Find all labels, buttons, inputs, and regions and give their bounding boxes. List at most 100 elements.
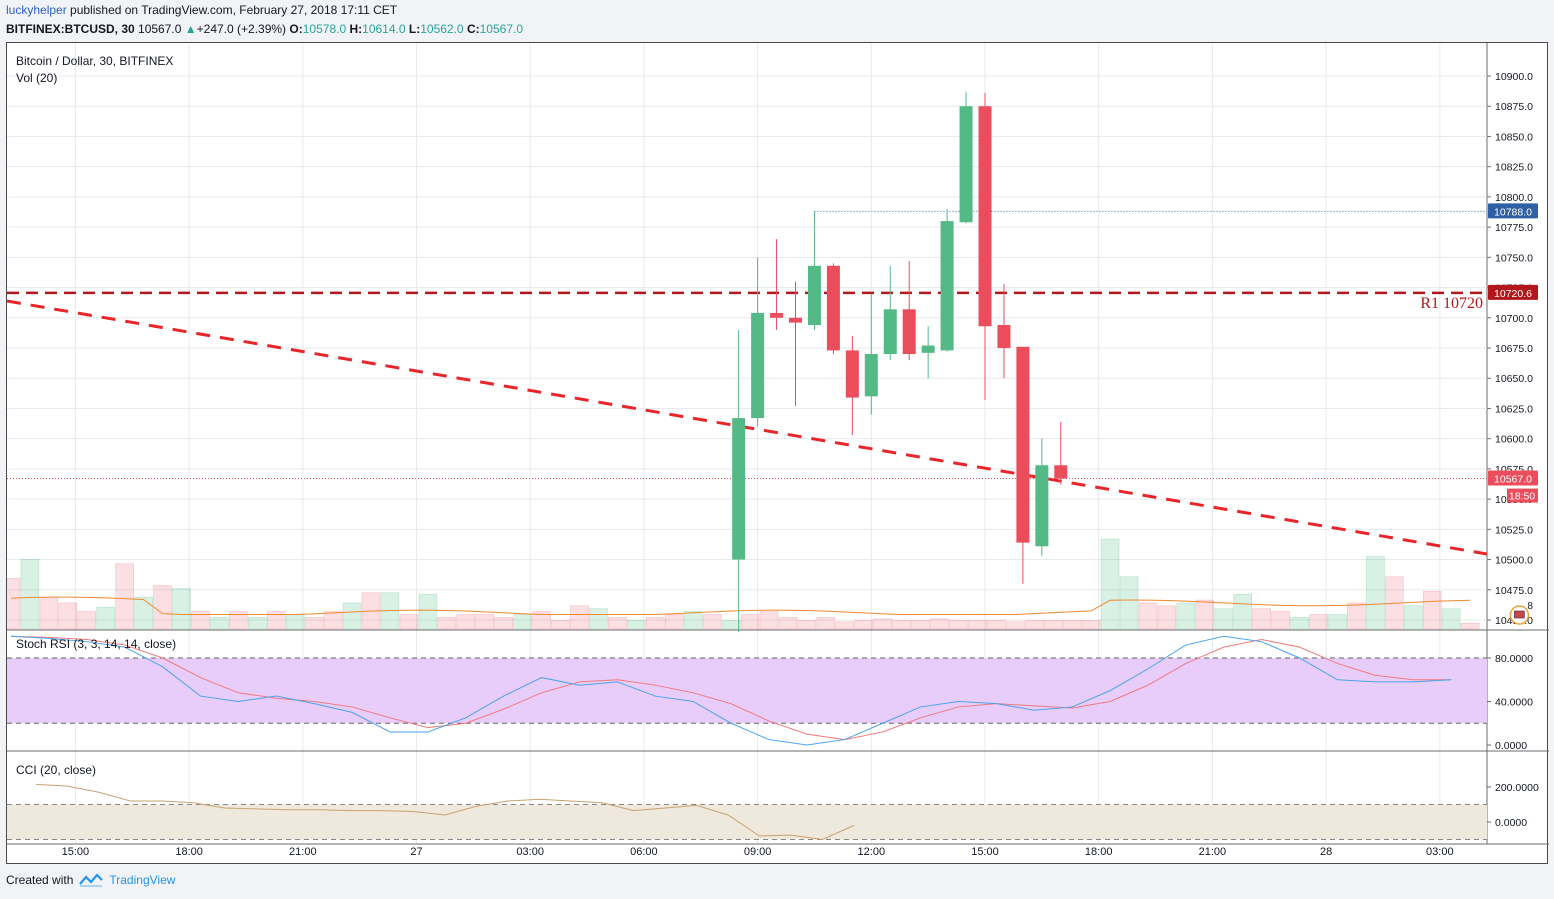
last-price-badge-bg	[1488, 470, 1538, 486]
candle-body	[845, 350, 859, 398]
x-tick-label: 15:00	[62, 846, 90, 858]
candle-body	[921, 345, 935, 353]
candle-body	[864, 354, 878, 397]
candle-body	[997, 325, 1011, 348]
volume-bar	[172, 588, 191, 630]
volume-bar	[304, 617, 324, 630]
volume-bar	[570, 605, 589, 630]
x-tick-label: 18:00	[175, 846, 203, 858]
volume-bar	[740, 614, 760, 630]
volume-bar	[1271, 611, 1290, 630]
symbol-name: BITFINEX:BTCUSD, 30	[6, 22, 135, 36]
y-tick-label: 10625.0	[1495, 403, 1533, 415]
high-value: 10614.0	[362, 22, 406, 36]
r1-price-badge: 10720.6	[1494, 288, 1532, 300]
publish-line: luckyhelper published on TradingView.com…	[6, 3, 397, 17]
volume-bar	[1460, 622, 1480, 630]
volume-bar	[1024, 619, 1044, 630]
close-value: 10567.0	[479, 22, 524, 36]
candle-body	[1035, 465, 1049, 547]
volume-bar	[1119, 576, 1139, 630]
volume-bar	[1290, 617, 1309, 630]
candle-body	[807, 265, 821, 326]
footer: Created with TradingView	[6, 873, 175, 887]
x-tick-label: 03:00	[1426, 846, 1454, 858]
countdown-badge-bg	[1507, 488, 1538, 503]
stoch-rsi-title: Stoch RSI (3, 3, 14, 14, close)	[16, 637, 176, 651]
candle-body	[959, 106, 973, 223]
volume-bar	[1328, 614, 1347, 630]
x-tick-label: 06:00	[630, 846, 658, 858]
author-link[interactable]: luckyhelper	[6, 3, 67, 17]
chart-area[interactable]: 15:00 18:00 21:00 27 03:00 06:00 09:00 12:00 15:…	[6, 42, 1549, 865]
y-tick-label: 10750.0	[1495, 252, 1533, 264]
volume-bar	[835, 621, 855, 630]
volume-bar	[1006, 621, 1025, 630]
volume-bar	[513, 614, 532, 630]
volume-bar	[1422, 590, 1442, 630]
candle-body	[826, 265, 840, 351]
y-tick-label: 10600.0	[1495, 434, 1533, 446]
x-tick-label: 21:00	[289, 846, 317, 858]
trend-line	[7, 299, 1488, 556]
volume-bar	[475, 614, 495, 630]
volume-bar	[589, 608, 608, 630]
candle-body	[751, 312, 765, 419]
y-tick-label: 10525.0	[1495, 524, 1533, 536]
volume-bar	[1043, 619, 1063, 630]
candle-body	[883, 309, 897, 355]
volume-bar	[323, 611, 343, 630]
volume-bar	[532, 611, 551, 630]
low-label: L:	[408, 22, 421, 36]
cci-band	[7, 804, 1487, 840]
last-price: 10567.0	[138, 22, 182, 36]
volume-bar	[210, 617, 229, 630]
y-tick-label: 10775.0	[1495, 222, 1533, 234]
tradingview-link[interactable]: TradingView	[109, 873, 176, 887]
stoch-rsi-band	[7, 658, 1487, 724]
cci-y-tick-label: 200.0000	[1495, 782, 1539, 794]
r1-label: R1 10720	[1420, 295, 1483, 312]
volume-bar	[854, 619, 874, 630]
volume-bar	[1214, 608, 1234, 630]
high-label: H:	[349, 22, 363, 36]
x-tick-label: 27	[410, 846, 422, 858]
created-with-text: Created with	[6, 873, 74, 887]
rsi-y-tick-label: 0.0000	[1495, 740, 1527, 752]
x-tick-label: 15:00	[971, 846, 999, 858]
x-tick-label: 09:00	[744, 846, 772, 858]
volume-bar	[134, 596, 153, 630]
candle-body	[1054, 465, 1068, 479]
volume-bar	[266, 611, 286, 630]
volume-bar	[1138, 602, 1158, 630]
x-tick-label: 28	[1320, 846, 1332, 858]
volume-bar	[248, 617, 267, 630]
x-tick-label: 18:00	[1085, 846, 1113, 858]
volume-bar	[1347, 602, 1366, 630]
y-tick-label: 10650.0	[1495, 373, 1533, 385]
volume-bar	[911, 619, 930, 630]
volume-bar	[1081, 619, 1101, 630]
volume-bar	[58, 602, 78, 630]
candle-body	[940, 221, 954, 351]
y-tick-label: 10500.0	[1495, 555, 1533, 567]
volume-bar	[1062, 619, 1082, 630]
volume-bar	[702, 614, 722, 630]
chart-svg[interactable]: 15:00 18:00 21:00 27 03:00 06:00 09:00 12:00 15:…	[7, 43, 1549, 865]
volume-bar	[418, 593, 438, 630]
volume-bar	[342, 602, 362, 630]
last-price-badge: 10567.0	[1494, 474, 1532, 486]
rsi-y-tick-label: 40.0000	[1495, 697, 1533, 709]
volume-bar	[191, 611, 210, 630]
volume-bar	[759, 611, 779, 630]
y-tick-label: 10700.0	[1495, 313, 1533, 325]
event-count: 8	[1527, 601, 1533, 612]
volume-bar	[683, 611, 703, 630]
volume-bar	[778, 617, 798, 630]
event-flag-shape	[1514, 610, 1525, 619]
high-price-badge-bg	[1488, 203, 1538, 219]
volume-bar	[645, 617, 665, 630]
volume-bar	[1195, 599, 1215, 630]
y-tick-label: 10800.0	[1495, 192, 1533, 204]
tradingview-logo-icon	[79, 873, 104, 887]
